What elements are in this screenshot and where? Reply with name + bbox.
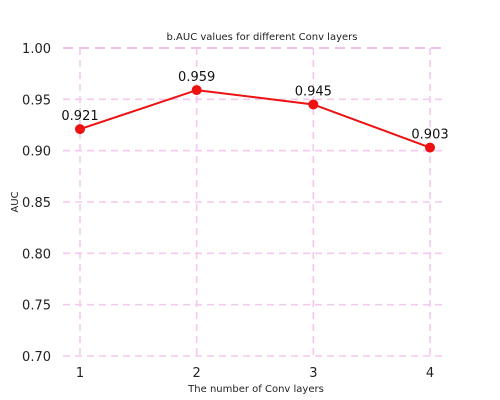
x-tick-label: 2 (193, 366, 201, 381)
x-tick-label: 4 (426, 366, 434, 381)
data-point (75, 124, 85, 135)
y-tick-label: 0.90 (22, 145, 51, 160)
series-line: 0.921 0.959 0.945 0.903 (61, 70, 449, 153)
y-tick-label: 0.85 (22, 196, 51, 211)
y-tick-label: 1.00 (22, 42, 51, 57)
y-tick-label: 0.95 (22, 93, 51, 108)
y-axis-label: AUC (10, 191, 21, 212)
x-tick-label: 1 (76, 366, 84, 381)
series-polyline (79, 89, 431, 149)
data-label: 0.903 (411, 128, 448, 143)
data-label: 0.921 (61, 109, 98, 124)
grid-lines (63, 47, 447, 357)
x-tick-label: 3 (309, 366, 317, 381)
x-tick-labels: 1 2 3 4 (76, 366, 434, 381)
y-tick-label: 0.80 (22, 247, 51, 262)
y-tick-label: 0.75 (22, 299, 51, 314)
data-label: 0.959 (178, 70, 215, 85)
chart-title: b.AUC values for different Conv layers (167, 32, 358, 43)
x-axis-label: The number of Conv layers (187, 384, 324, 395)
data-point (308, 99, 319, 110)
y-tick-label: 0.70 (22, 350, 51, 365)
data-label: 0.945 (295, 84, 332, 99)
data-point (425, 142, 435, 153)
y-tick-labels: 0.70 0.75 0.80 0.85 0.90 0.95 1.00 (22, 42, 51, 365)
data-point (191, 85, 202, 96)
